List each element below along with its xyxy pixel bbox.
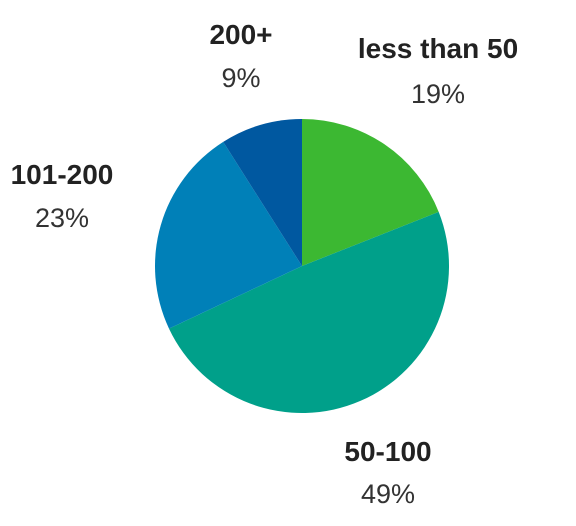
slice-percent-label: 19%: [411, 79, 465, 109]
slice-percent-label: 49%: [361, 479, 415, 509]
pie-slice-50-100: [168, 211, 450, 414]
slice-category-label: less than 50: [358, 33, 518, 64]
pie-slice-less-than-50: [302, 119, 439, 266]
slice-label-101-200: 101-200 23%: [11, 159, 114, 233]
slice-category-label: 50-100: [344, 436, 431, 467]
slice-percent-label: 23%: [35, 203, 89, 233]
slice-label-50-100: 50-100 49%: [344, 436, 431, 509]
pie-slice-200-plus: [223, 119, 302, 266]
pie-slices: [154, 119, 450, 414]
slice-category-label: 101-200: [11, 159, 114, 190]
slice-category-label: 200+: [209, 19, 272, 50]
slice-label-200-plus: 200+ 9%: [209, 19, 272, 93]
slice-label-less-than-50: less than 50 19%: [358, 33, 518, 109]
pie-slice-101-200: [154, 141, 302, 329]
slice-percent-label: 9%: [221, 63, 260, 93]
